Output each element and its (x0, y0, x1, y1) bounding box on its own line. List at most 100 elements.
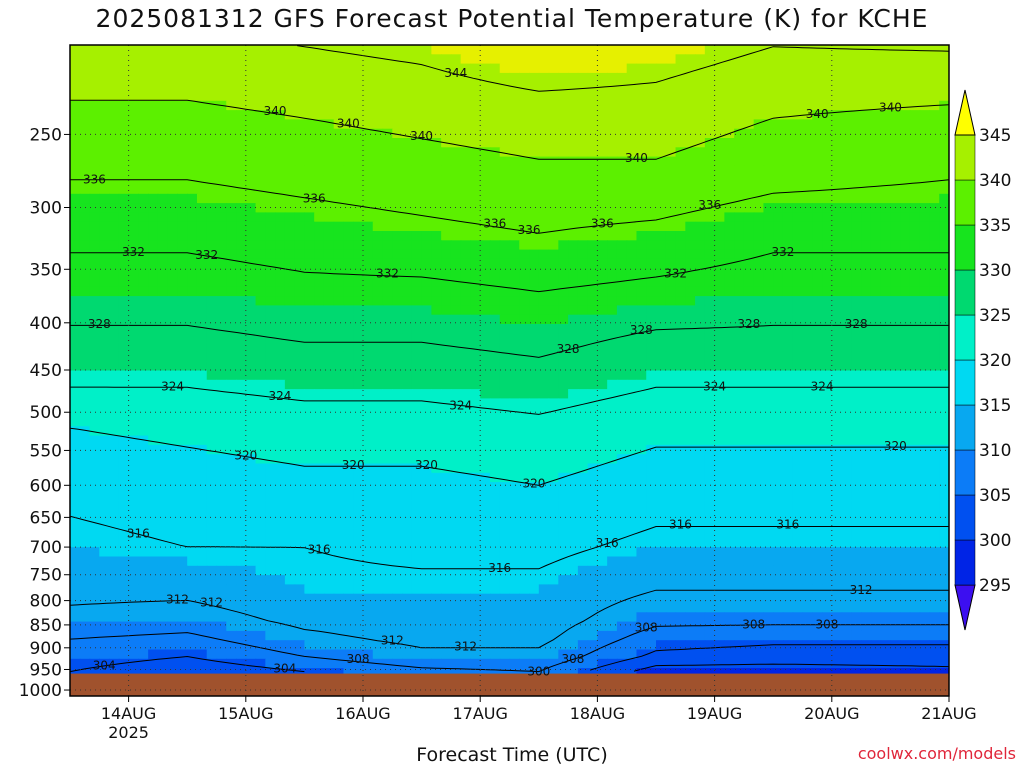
field-cell (402, 277, 413, 288)
field-cell (831, 193, 843, 204)
field-cell (782, 175, 794, 186)
field-cell (724, 333, 735, 344)
field-cell (577, 510, 589, 520)
field-cell (304, 500, 315, 511)
field-cell (265, 156, 276, 167)
field-cell (548, 463, 559, 474)
field-cell (157, 537, 169, 548)
field-cell (411, 193, 423, 204)
field-cell (79, 342, 91, 353)
field-cell (753, 379, 765, 390)
field-cell (734, 258, 745, 269)
field-cell (841, 193, 852, 204)
field-cell (616, 547, 628, 558)
field-cell (402, 510, 413, 520)
field-cell (900, 286, 911, 297)
field-cell (861, 407, 872, 418)
field-cell (118, 54, 130, 65)
field-cell (411, 500, 423, 511)
field-cell (226, 361, 237, 372)
field-cell (714, 482, 725, 492)
field-cell (587, 398, 598, 409)
field-cell (157, 277, 169, 288)
field-cell (128, 91, 139, 102)
field-cell (646, 361, 657, 372)
field-cell (558, 221, 569, 232)
field-cell (724, 165, 735, 176)
field-cell (880, 500, 891, 511)
field-cell (626, 119, 638, 130)
field-cell (450, 305, 462, 316)
field-cell (89, 500, 100, 511)
field-cell (695, 277, 706, 288)
field-cell (538, 463, 550, 474)
field-cell (831, 500, 843, 511)
field-cell (255, 45, 266, 55)
field-cell (831, 491, 843, 502)
field-cell (157, 407, 169, 418)
field-cell (939, 435, 949, 446)
field-cell (138, 510, 149, 520)
field-cell (685, 193, 696, 204)
field-cell (919, 351, 931, 362)
field-cell (372, 203, 384, 213)
field-cell (450, 165, 462, 176)
field-cell (538, 63, 550, 74)
field-cell (216, 556, 227, 567)
field-cell (939, 389, 949, 399)
field-cell (607, 491, 618, 502)
field-cell (294, 119, 305, 130)
field-cell (773, 63, 784, 74)
field-cell (460, 472, 472, 483)
field-cell (470, 212, 481, 223)
field-cell (929, 45, 940, 55)
field-cell (822, 398, 833, 409)
field-cell (431, 296, 442, 306)
field-cell (499, 184, 511, 195)
field-cell (470, 72, 481, 83)
field-cell (245, 435, 257, 446)
field-cell (392, 519, 403, 530)
field-cell (753, 370, 765, 381)
field-cell (99, 221, 110, 232)
field-cell (431, 547, 442, 558)
field-cell (343, 407, 354, 418)
field-cell (753, 175, 765, 186)
field-cell (773, 128, 784, 139)
field-cell (734, 454, 745, 465)
field-cell (450, 482, 462, 492)
field-cell (909, 184, 921, 195)
field-cell (851, 147, 862, 158)
field-cell (812, 100, 823, 111)
field-cell (714, 510, 725, 520)
field-cell (79, 240, 91, 251)
field-cell (685, 342, 696, 353)
field-cell (294, 296, 305, 306)
field-cell (714, 54, 725, 65)
field-cell (743, 342, 755, 353)
field-cell (177, 63, 188, 74)
field-cell (538, 528, 550, 539)
field-cell (509, 175, 520, 186)
field-cell (753, 528, 765, 539)
field-cell (890, 463, 901, 474)
field-cell (763, 249, 774, 260)
field-cell (411, 472, 423, 483)
field-cell (353, 463, 364, 474)
field-cell (411, 128, 423, 139)
field-cell (626, 147, 638, 158)
field-cell (704, 110, 716, 120)
field-cell (470, 444, 481, 455)
field-cell (753, 221, 765, 232)
field-cell (636, 100, 647, 111)
field-cell (685, 482, 696, 492)
field-cell (245, 72, 257, 83)
field-cell (695, 454, 706, 465)
field-cell (773, 147, 784, 158)
field-cell (255, 221, 266, 232)
field-cell (685, 333, 696, 344)
field-cell (402, 389, 413, 399)
field-cell (695, 500, 706, 511)
field-cell (226, 444, 237, 455)
field-cell (333, 305, 345, 316)
